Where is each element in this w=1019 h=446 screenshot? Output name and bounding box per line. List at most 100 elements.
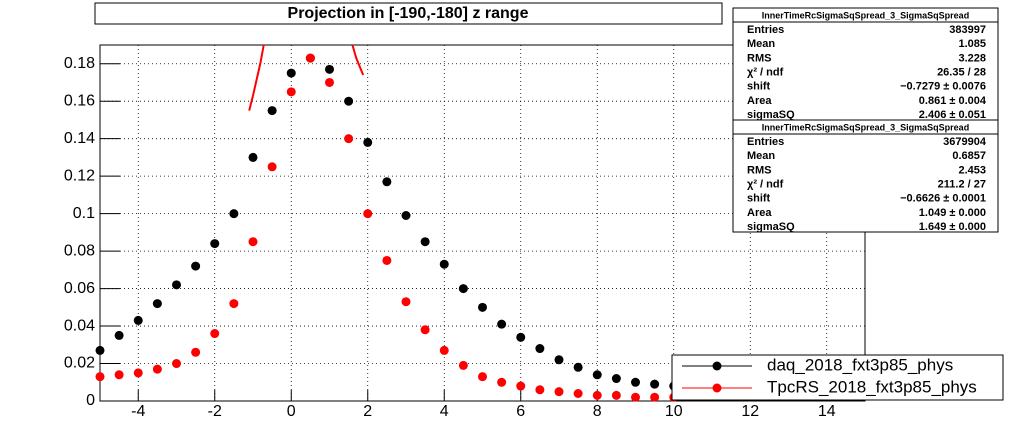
stats-label: sigmaSQ [747,221,795,233]
data-point [344,96,354,106]
data-point [152,364,162,374]
legend-label: TpcRS_2018_fxt3p85_phys [767,377,977,396]
stats-title: InnerTimeRcSigmaSqSpread_3_SigmaSqSpread [762,10,969,20]
data-point [172,359,181,369]
stats-label: shift [747,81,771,93]
data-point [267,106,277,116]
data-point [344,134,354,144]
data-point [554,355,564,365]
stats-value: 0.861 ± 0.004 [919,95,987,107]
data-point [210,329,220,339]
data-point [497,319,507,329]
data-point [325,64,334,74]
stats-label: χ² / ndf [747,67,784,79]
data-point [95,372,105,382]
x-tick-label: 2 [363,403,372,420]
stats-label: χ² / ndf [747,179,784,191]
chart-title: Projection in [-190,-180] z range [288,5,529,22]
data-point [535,385,545,395]
x-tick-label: 4 [440,403,449,420]
data-point [325,77,334,87]
data-point [650,392,660,402]
data-point [458,360,468,370]
y-tick-label: 0.14 [64,130,95,147]
data-point [573,389,583,399]
data-point [382,255,392,265]
stats-value: 1.085 [958,38,986,50]
data-point [458,284,468,294]
data-point [172,280,181,290]
stats-value: −0.6626 ± 0.0001 [900,193,986,205]
data-point [478,372,487,382]
data-point [497,377,507,387]
data-point [229,209,239,219]
data-point [631,392,640,402]
x-tick-label: 14 [818,403,836,420]
legend-label: daq_2018_fxt3p85_phys [767,355,953,374]
stats-value: 1.649 ± 0.000 [919,221,986,233]
stats-label: shift [747,193,771,205]
fit-curve [351,44,365,76]
x-tick-label: 0 [287,403,296,420]
data-point [573,362,583,372]
data-point [650,379,660,389]
data-point [420,325,430,335]
y-tick-label: 0.1 [73,205,95,222]
data-point [554,387,564,397]
legend-marker [712,383,722,393]
data-point [191,347,201,357]
stats-value: 211.2 / 27 [938,179,986,191]
data-point [592,370,602,380]
x-tick-label: 6 [516,403,525,420]
stats-label: RMS [747,164,771,176]
y-tick-label: 0.06 [64,280,95,297]
data-point [516,332,526,342]
stats-label: Entries [747,24,784,36]
legend-marker [712,361,722,371]
y-tick-label: 0.08 [64,242,95,259]
data-point [516,381,526,391]
data-point [286,87,296,97]
data-point [631,377,640,387]
data-point [267,162,277,172]
data-point [535,344,545,354]
data-point [611,390,621,400]
stats-value: 1.049 ± 0.000 [919,207,986,219]
stats-value: 26.35 / 28 [937,67,986,79]
data-point [439,259,449,269]
data-point [401,297,411,307]
stats-label: Area [747,95,772,107]
data-point [114,370,124,380]
data-point [210,239,220,249]
data-point [478,302,487,312]
x-tick-label: -4 [131,403,145,420]
legend-box [671,354,1004,401]
data-point [229,299,239,309]
data-point [305,53,315,63]
y-tick-label: 0 [86,392,95,409]
data-point [133,315,143,325]
data-point [248,152,258,162]
stats-label: RMS [747,52,771,64]
data-point [592,390,602,400]
y-tick-label: 0.18 [64,55,95,72]
stats-value: 3679904 [943,136,987,148]
fit-curve [248,44,265,111]
data-point [439,345,449,355]
y-tick-label: 0.16 [64,92,95,109]
stats-value: 383997 [949,24,986,36]
data-point [95,345,105,355]
y-tick-label: 0.02 [64,355,95,372]
y-tick-label: 0.12 [64,167,95,184]
stats-label: Entries [747,136,784,148]
data-point [133,368,143,378]
data-point [611,374,621,384]
data-point [420,237,430,247]
stats-value: 2.453 [958,164,986,176]
data-point [363,137,373,147]
x-tick-label: -2 [208,403,222,420]
stats-value: 2.406 ± 0.051 [919,109,986,121]
x-tick-label: 12 [741,403,759,420]
stats-value: 3.228 [958,52,986,64]
